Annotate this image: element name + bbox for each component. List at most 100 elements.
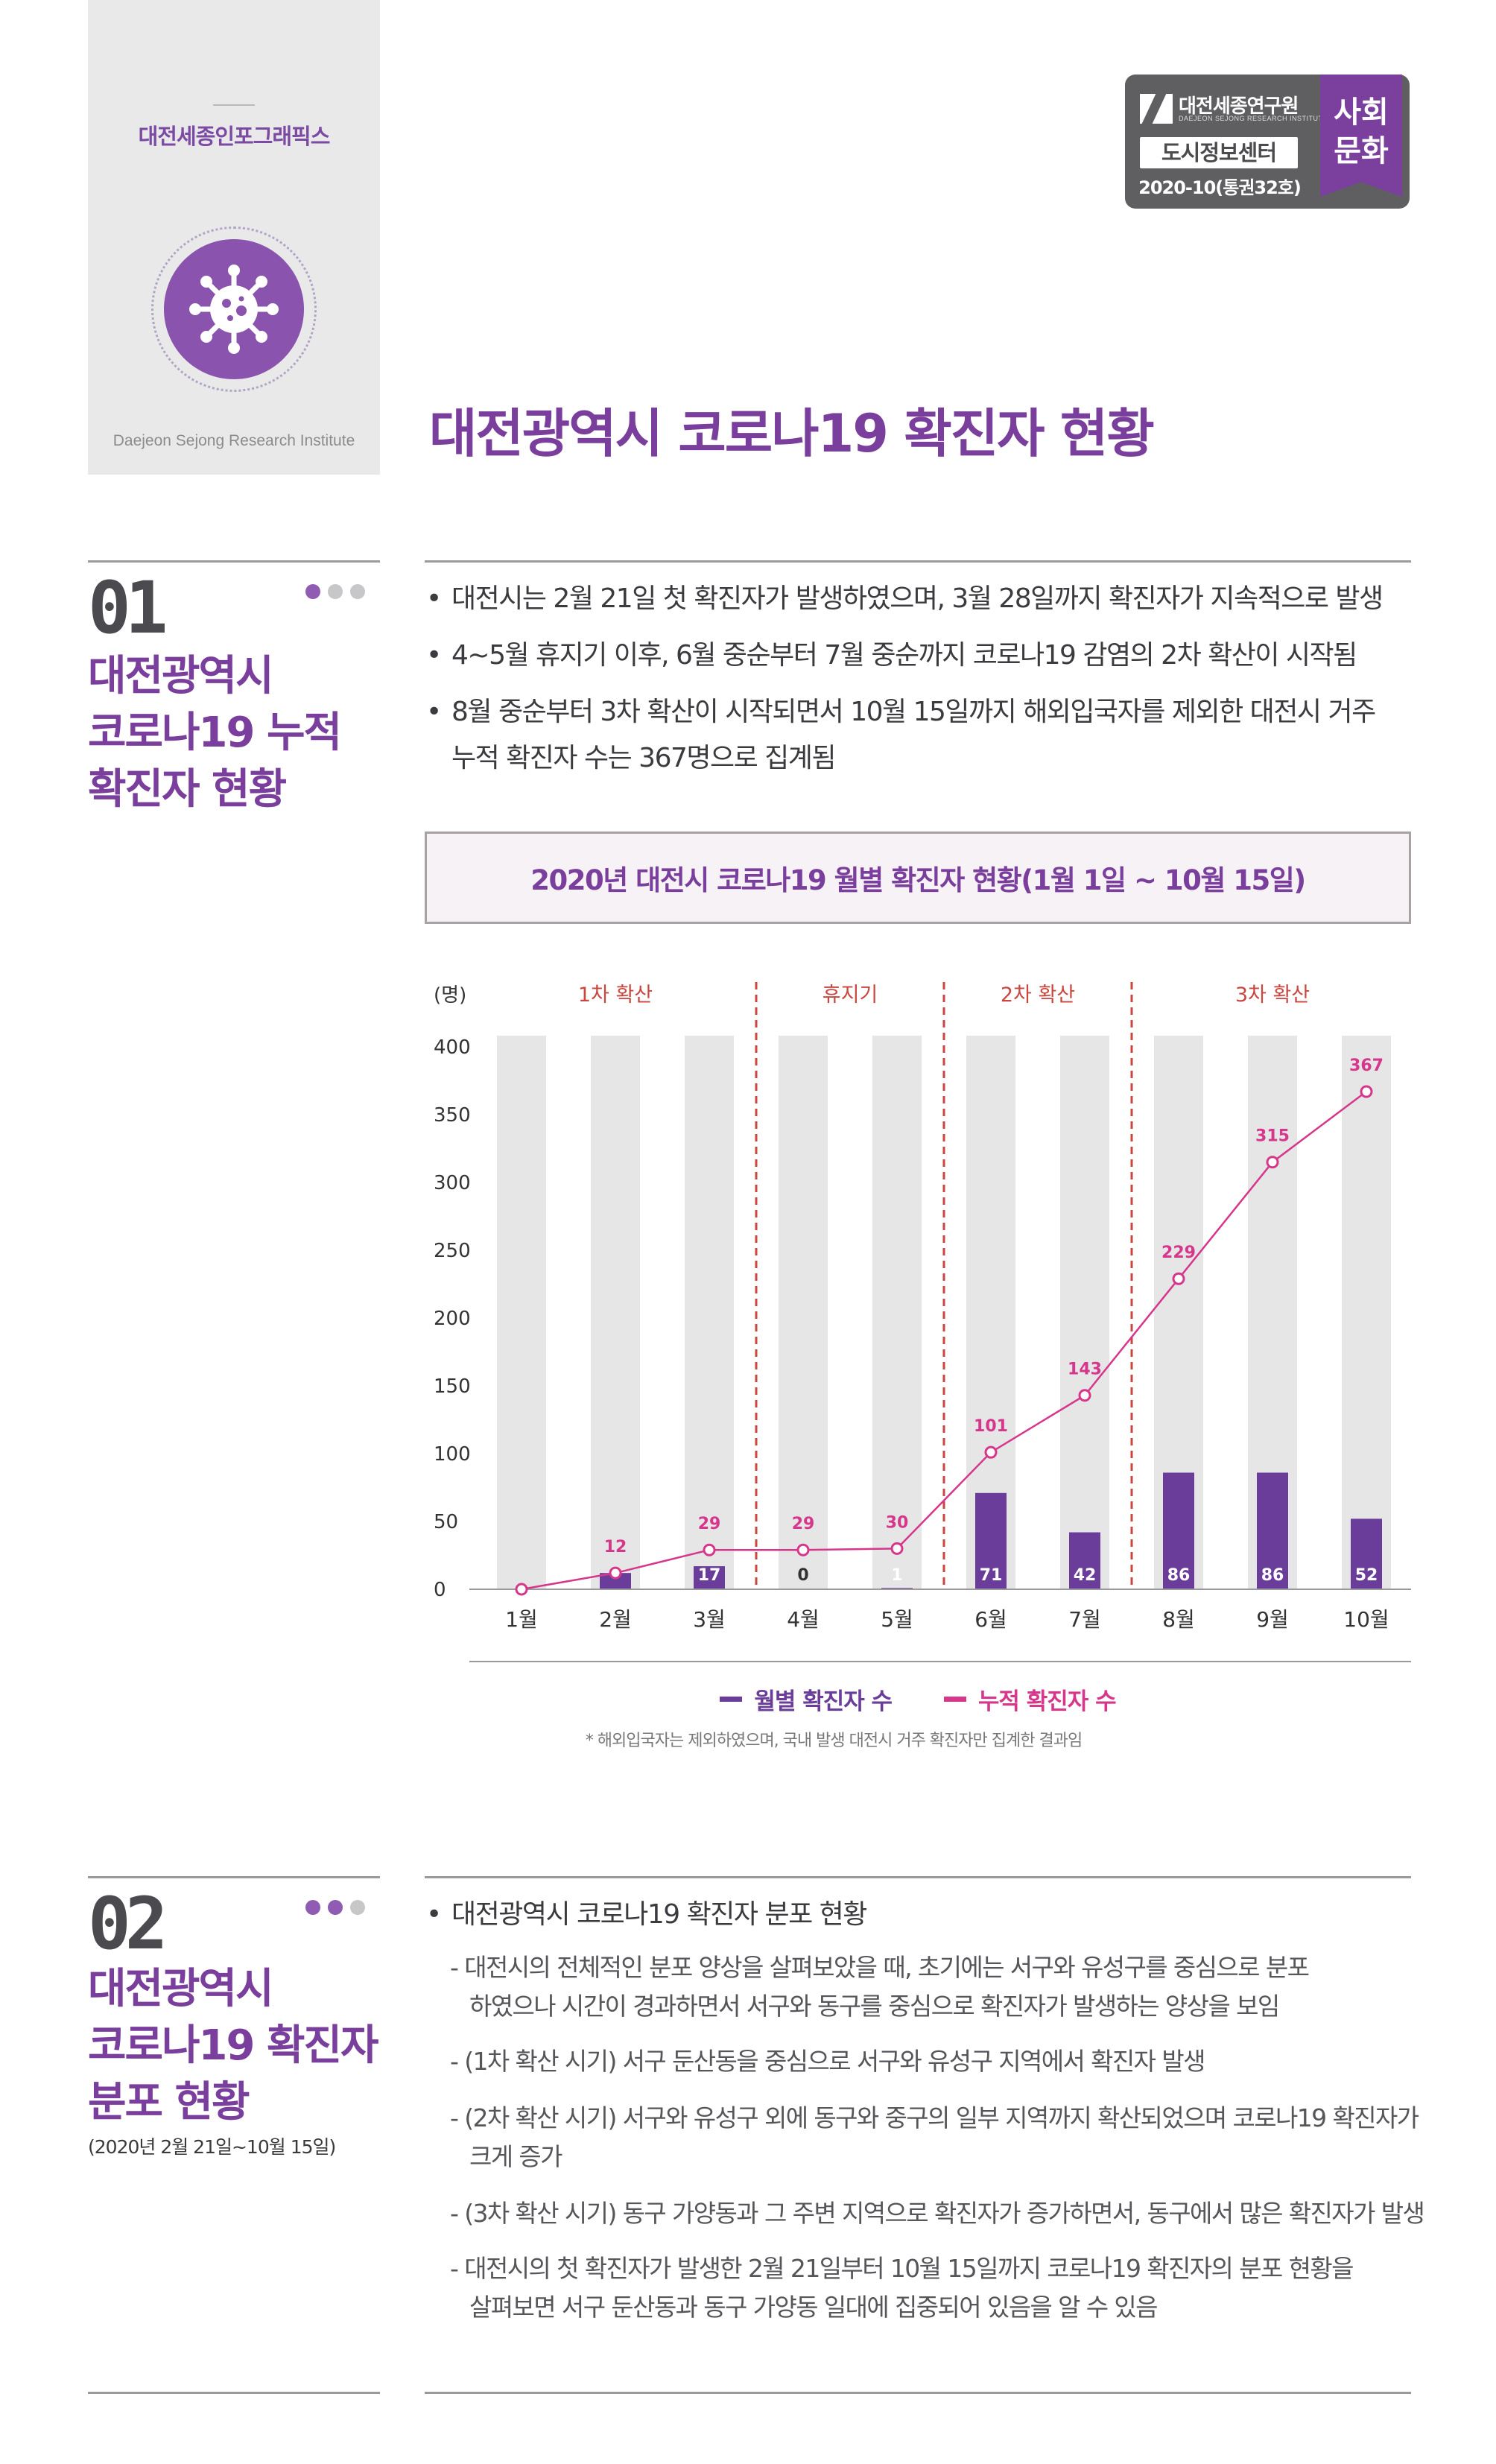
bar-background [497,1036,546,1589]
bar-background [1060,1036,1109,1589]
section1-title-line1: 대전광역시 [88,652,274,700]
cumulative-value-label: 29 [792,1515,815,1533]
section2-item-3: - (2차 확산 시기) 서구와 유성구 외에 동구와 중구의 일부 지역까지 … [450,2103,1419,2132]
monthly-bar [1163,1472,1194,1589]
cumulative-value-label: 143 [1068,1361,1102,1379]
header-side-panel: 대전세종인포그래픽스 Daejeon Sejong Research Insti… [88,0,380,475]
cumulative-point [984,1445,998,1459]
virus-emblem-ring [151,227,317,392]
x-tick-label: 8월 [1162,1607,1195,1632]
cumulative-value-label: 101 [974,1417,1008,1436]
center-name: 도시정보센터 [1140,137,1298,168]
bar-value-label: 1 [891,1566,902,1585]
chart-legend: 월별 확진자 수 누적 확진자 수 [425,1681,1411,1716]
y-tick-label: 200 [434,1308,471,1330]
section2-item-3-cont: 크게 증가 [469,2142,563,2171]
x-tick-label: 10월 [1343,1607,1389,1632]
bar-value-label: 42 [1074,1566,1097,1585]
y-tick-label: 0 [434,1579,446,1601]
x-tick-label: 7월 [1068,1607,1101,1632]
bar-background [591,1036,640,1589]
bar-value-label: 0 [797,1566,808,1585]
brand-rule [213,104,255,106]
monthly-bar [1257,1472,1288,1589]
y-unit-label: (명) [434,984,466,1007]
monthly-bar [600,1573,631,1589]
section2-subtitle: (2020년 2월 21일~10월 15일) [88,2136,336,2158]
phase-label: 1차 확산 [578,984,653,1007]
org-block: 대전세종연구원 DAEJEON SEJONG RESEARCH INSTITUT… [1140,91,1328,128]
institute-name: Daejeon Sejong Research Institute [112,432,355,449]
cumulative-point [609,1566,622,1580]
section2-item-2: - (1차 확산 시기) 서구 둔산동을 중심으로 서구와 유성구 지역에서 확… [450,2047,1205,2076]
legend-item-cumulative: 누적 확진자 수 [943,1682,1117,1716]
cumulative-value-label: 29 [698,1515,721,1533]
x-tick-label: 5월 [881,1607,913,1632]
monthly-bar [1069,1532,1100,1589]
section2-number: 02 [88,1882,168,1966]
bar-value-label: 86 [1167,1566,1191,1585]
cumulative-point [515,1583,528,1596]
monthly-bar [975,1492,1007,1589]
section1-bullet-2: • 4~5월 휴지기 이후, 6월 중순부터 7월 중순까지 코로나19 감염의 … [426,640,1357,671]
section2-item-1: - 대전시의 전체적인 분포 양상을 살펴보았을 때, 초기에는 서구와 유성구… [450,1953,1310,1982]
section2-bullet-text: 대전광역시 코로나19 확진자 분포 현황 [451,1899,867,1930]
section2-dots [298,1900,365,1918]
org-logo-icon [1140,94,1173,124]
legend-item-monthly: 월별 확진자 수 [720,1682,893,1716]
section2-rule-right [425,1876,1411,1878]
issue-number: 2020-10(통권32호) [1138,177,1302,198]
category-line2: 문화 [1334,134,1389,168]
y-tick-label: 100 [434,1443,471,1466]
org-name: 대전세종연구원 [1179,95,1299,118]
section1-number: 01 [88,566,168,650]
y-tick-label: 50 [434,1511,458,1533]
bar-background [779,1036,828,1589]
virus-icon [189,265,279,354]
section1-bullet-1: • 대전시는 2월 21일 첫 확진자가 발생하였으며, 3월 28일까지 확진자… [426,583,1384,614]
page-title: 대전광역시 코로나19 확진자 현황 [429,403,1155,464]
section2-item-1-cont: 하였으나 시간이 경과하면서 서구와 동구를 중심으로 확진자가 발생하는 양상… [469,1992,1280,2021]
section2-title-line1: 대전광역시 [88,1965,274,2013]
section1-rule-left [88,560,380,563]
section1-bullet-3-text: 8월 중순부터 3차 확산이 시작되면서 10월 15일까지 해외입국자를 제외… [451,697,1376,727]
cumulative-point [1172,1272,1185,1285]
bottom-rule-left [88,2392,380,2394]
x-tick-label: 4월 [787,1607,820,1632]
cumulative-value-label: 30 [886,1513,909,1532]
bar-value-label: 86 [1261,1566,1284,1585]
x-tick-label: 6월 [974,1607,1007,1632]
bar-value-label: 17 [698,1566,721,1585]
section1-bullet-1-text: 대전시는 2월 21일 첫 확진자가 발생하였으며, 3월 28일까지 확진자가… [451,583,1384,614]
x-tick-label: 2월 [599,1607,632,1632]
section1-title-line2: 코로나19 누적 [88,709,342,757]
section1-bullet-2-text: 4~5월 휴지기 이후, 6월 중순부터 7월 중순까지 코로나19 감염의 2… [451,640,1357,671]
cumulative-value-label: 367 [1349,1057,1384,1075]
y-tick-label: 300 [434,1172,471,1194]
category-line1: 사회 [1334,95,1389,130]
bar-value-label: 71 [980,1566,1003,1585]
cumulative-point [796,1543,810,1556]
cumulative-point [703,1543,716,1556]
cumulative-point [1078,1389,1091,1402]
section2-rule-left [88,1876,380,1878]
legend-swatch-monthly [720,1697,743,1702]
monthly-bar [1351,1518,1382,1589]
cumulative-value-label: 315 [1255,1127,1290,1146]
legend-label-monthly: 월별 확진자 수 [754,1688,893,1715]
section1-title-line3: 확진자 현황 [88,765,287,814]
publication-badge: 대전세종연구원 DAEJEON SEJONG RESEARCH INSTITUT… [1125,75,1410,209]
bar-value-label: 52 [1355,1566,1378,1585]
section2-title-line3: 분포 현황 [88,2078,250,2126]
phase-label: 3차 확산 [1235,984,1310,1007]
org-sub: DAEJEON SEJONG RESEARCH INSTITUTE [1179,115,1328,122]
x-tick-label: 3월 [693,1607,726,1632]
virus-emblem [164,239,304,379]
cumulative-point [890,1542,904,1555]
cumulative-value-label: 12 [604,1538,627,1556]
x-tick-label: 1월 [505,1607,538,1632]
legend-label-cumulative: 누적 확진자 수 [977,1688,1117,1715]
brand-label: 대전세종인포그래픽스 [138,124,331,149]
bottom-rule-right [425,2392,1411,2394]
